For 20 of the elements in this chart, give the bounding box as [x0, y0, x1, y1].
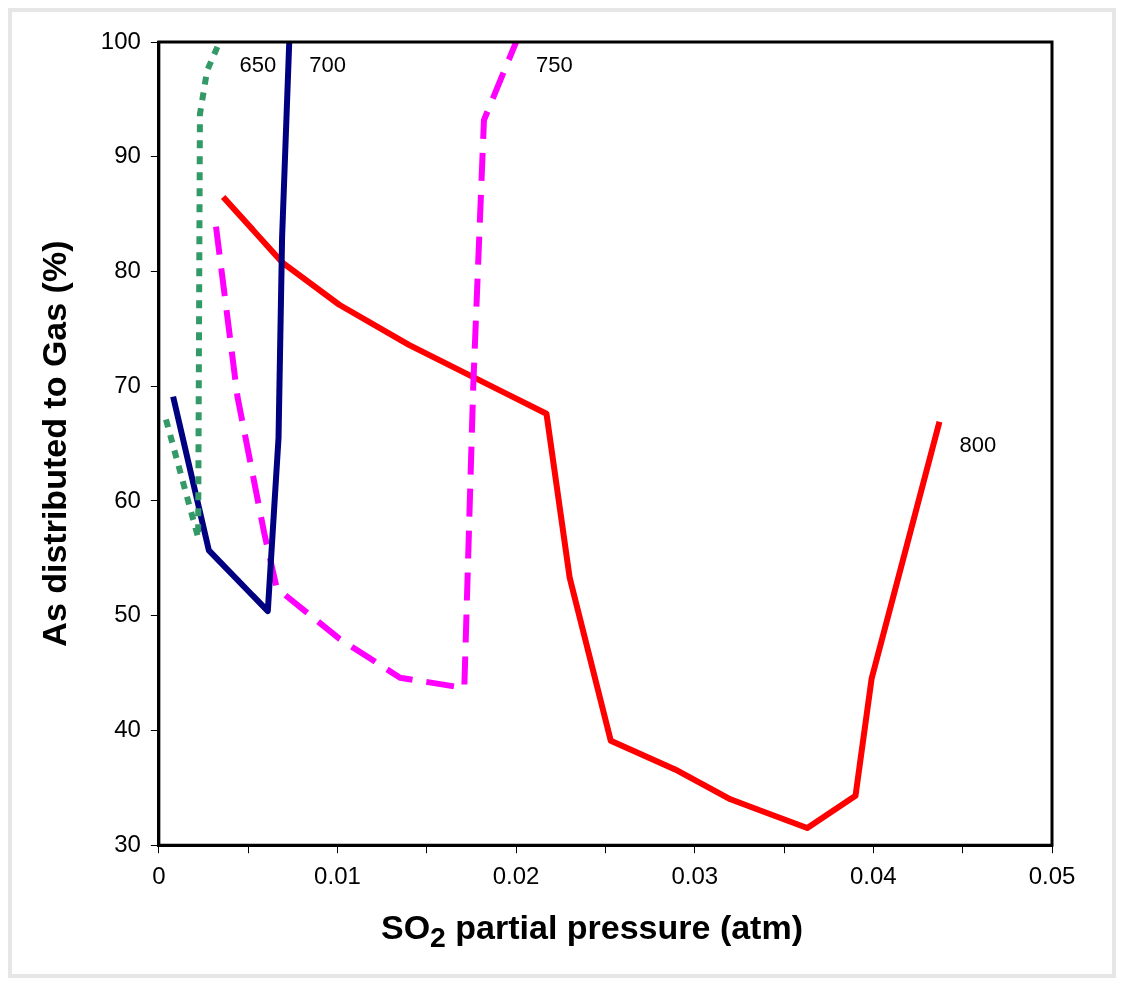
y-tick-label: 60: [114, 485, 141, 513]
x-tick-label: 0.05: [1028, 862, 1076, 890]
y-tick-label: 100: [100, 26, 141, 54]
y-tick-label: 70: [114, 370, 141, 398]
y-axis-title: As distributed to Gas (%): [34, 240, 73, 647]
y-tick-label: 40: [114, 715, 141, 743]
series-label: 800: [959, 431, 997, 457]
y-tick-label: 30: [114, 829, 141, 857]
x-tick-label: 0.03: [671, 862, 719, 890]
y-tick-label: 50: [114, 600, 141, 628]
series-label: 650: [239, 52, 277, 78]
x-tick-label: 0.04: [850, 862, 897, 890]
y-tick-label: 90: [114, 141, 141, 169]
y-tick-label: 80: [114, 256, 141, 284]
x-tick-label: 0.01: [314, 862, 361, 890]
x-tick-label: 0.02: [492, 862, 540, 890]
series-label: 700: [309, 52, 346, 78]
x-axis-title: SO$_{2}$ partial pressure (atm): [380, 907, 804, 955]
x-tick-label: 0: [152, 862, 166, 890]
series-label: 750: [536, 52, 573, 78]
